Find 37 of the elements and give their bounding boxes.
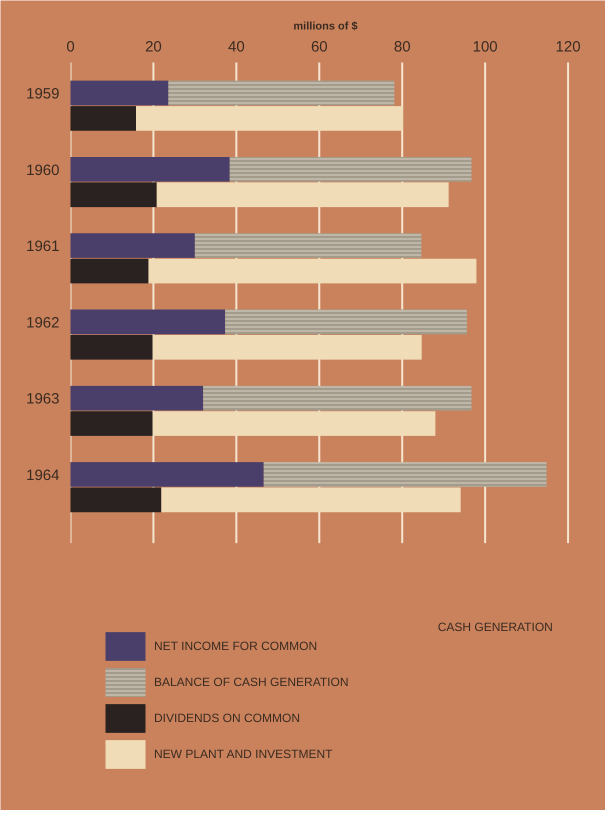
legend-label: NEW PLANT AND INVESTMENT <box>154 747 332 761</box>
bar <box>70 488 162 512</box>
legend-label: DIVIDENDS ON COMMON <box>154 711 300 725</box>
bar <box>70 233 195 258</box>
x-tick-label: 0 <box>66 38 75 56</box>
bar <box>152 334 422 360</box>
x-tick-label: 60 <box>310 38 328 56</box>
legend-label: BALANCE OF CASH GENERATION <box>154 675 348 689</box>
bar <box>70 386 204 411</box>
bar <box>70 411 153 436</box>
bar <box>70 80 168 106</box>
bar <box>161 488 461 512</box>
y-tick-label: 1961 <box>26 238 60 256</box>
bar <box>70 310 226 334</box>
x-tick-label: 20 <box>145 38 162 56</box>
legend-label: NET INCOME FOR COMMON <box>154 639 318 653</box>
y-tick-label: 1959 <box>26 86 60 103</box>
y-tick-label: 1963 <box>26 390 60 408</box>
text: CASH GENERATION <box>438 620 553 634</box>
bar <box>70 182 157 208</box>
bar <box>136 106 404 131</box>
x-axis-title: millions of $ <box>293 20 358 32</box>
bar <box>70 156 230 182</box>
bar <box>148 258 476 284</box>
x-tick-label: 100 <box>472 38 498 56</box>
x-tick-label: 120 <box>556 38 581 56</box>
x-tick-label: 40 <box>228 38 245 56</box>
bar <box>70 334 153 360</box>
bar <box>70 462 264 487</box>
y-tick-label: 1960 <box>26 162 60 179</box>
y-tick-label: 1962 <box>26 314 60 332</box>
bar <box>70 106 136 131</box>
x-tick-label: 80 <box>394 38 411 56</box>
bar <box>152 411 436 436</box>
y-tick-label: 1964 <box>26 466 60 484</box>
bar <box>70 258 148 284</box>
bar <box>156 182 449 208</box>
